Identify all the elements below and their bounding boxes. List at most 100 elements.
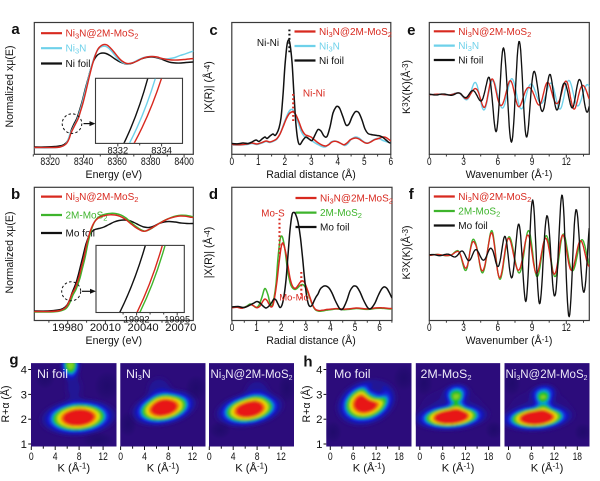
svg-text:12: 12 (550, 451, 559, 463)
svg-text:2: 2 (316, 414, 322, 426)
svg-text:8380: 8380 (141, 156, 161, 168)
svg-text:Ni foil: Ni foil (66, 59, 91, 70)
svg-text:K (Å-1): K (Å-1) (353, 462, 386, 475)
svg-text:5: 5 (353, 322, 358, 334)
svg-text:Ni3N@2M-MoS2: Ni3N@2M-MoS2 (320, 194, 393, 206)
svg-text:2M-MoS2: 2M-MoS2 (458, 207, 500, 219)
svg-text:6: 6 (496, 322, 501, 334)
svg-text:8400: 8400 (174, 156, 194, 168)
svg-text:19995: 19995 (164, 314, 190, 324)
svg-text:8360: 8360 (107, 156, 127, 168)
svg-text:Ni3N@2M-MoS2: Ni3N@2M-MoS2 (506, 367, 588, 382)
svg-text:8: 8 (255, 451, 260, 463)
svg-text:0: 0 (417, 451, 422, 463)
svg-text:2: 2 (279, 322, 284, 334)
svg-text:12: 12 (276, 451, 285, 463)
svg-text:6: 6 (496, 156, 501, 168)
svg-text:Ni3N: Ni3N (458, 41, 479, 53)
svg-text:2M-MoS2: 2M-MoS2 (320, 208, 362, 220)
svg-text:8: 8 (77, 451, 82, 463)
svg-text:4: 4 (316, 365, 322, 377)
svg-text:8340: 8340 (74, 156, 94, 168)
svg-text:K (Å-1): K (Å-1) (147, 462, 180, 475)
svg-text:Ni3N@2M-MoS2: Ni3N@2M-MoS2 (319, 27, 392, 39)
svg-text:f: f (409, 186, 415, 203)
svg-text:18: 18 (484, 451, 493, 463)
svg-text:h: h (303, 354, 312, 371)
svg-text:0: 0 (427, 322, 432, 334)
svg-text:Ni-Ni: Ni-Ni (257, 38, 279, 49)
svg-text:Energy (eV): Energy (eV) (86, 335, 143, 347)
svg-text:6: 6 (377, 322, 382, 334)
svg-text:12: 12 (562, 156, 571, 168)
svg-text:0: 0 (230, 156, 235, 168)
svg-text:4: 4 (142, 451, 147, 463)
svg-text:5: 5 (362, 156, 367, 168)
svg-text:8: 8 (166, 451, 171, 463)
svg-text:Energy (eV): Energy (eV) (86, 169, 143, 181)
svg-text:19992: 19992 (124, 314, 150, 324)
svg-text:Wavenumber (Å-1): Wavenumber (Å-1) (466, 334, 553, 347)
svg-text:6: 6 (529, 451, 534, 463)
svg-text:K (Å-1): K (Å-1) (57, 462, 90, 475)
svg-text:3: 3 (461, 322, 466, 334)
svg-text:K3X(K)(Å-3): K3X(K)(Å-3) (400, 226, 413, 280)
svg-text:Ni foil: Ni foil (37, 367, 68, 381)
svg-text:Ni3N: Ni3N (126, 367, 151, 382)
svg-text:Ni-Ni: Ni-Ni (303, 89, 325, 100)
svg-text:d: d (209, 186, 218, 203)
svg-text:4: 4 (231, 451, 236, 463)
svg-text:R+α (Å): R+α (Å) (0, 385, 12, 422)
svg-text:3: 3 (21, 389, 27, 401)
svg-text:8332: 8332 (107, 145, 128, 155)
svg-text:3: 3 (309, 156, 314, 168)
svg-text:Mo-S: Mo-S (261, 209, 285, 220)
svg-text:9: 9 (530, 322, 535, 334)
svg-text:6: 6 (440, 451, 445, 463)
svg-text:9: 9 (530, 156, 535, 168)
svg-text:0: 0 (506, 451, 511, 463)
svg-text:Ni3N@2M-MoS2: Ni3N@2M-MoS2 (211, 367, 293, 382)
svg-text:6: 6 (351, 451, 356, 463)
svg-text:12: 12 (562, 322, 571, 334)
svg-text:Mo foil: Mo foil (458, 221, 487, 232)
svg-text:K (Å-1): K (Å-1) (531, 462, 564, 475)
svg-text:6: 6 (389, 156, 394, 168)
svg-text:K (Å-1): K (Å-1) (235, 462, 268, 475)
svg-text:2: 2 (21, 414, 27, 426)
svg-text:|X(R)| (Å-4): |X(R)| (Å-4) (202, 227, 215, 278)
svg-text:19980: 19980 (52, 322, 83, 334)
svg-text:12: 12 (461, 451, 470, 463)
svg-text:3: 3 (316, 389, 322, 401)
svg-text:2M-MoS2: 2M-MoS2 (66, 211, 108, 223)
svg-text:K3X(K)(Å-3): K3X(K)(Å-3) (400, 60, 413, 114)
svg-text:20040: 20040 (128, 322, 159, 334)
svg-text:Mo foil: Mo foil (320, 223, 349, 234)
svg-text:Ni foil: Ni foil (319, 56, 344, 67)
svg-text:Wavenumber (Å-1): Wavenumber (Å-1) (466, 168, 553, 181)
svg-text:g: g (9, 352, 18, 369)
svg-text:Ni3N: Ni3N (66, 44, 87, 56)
svg-text:2M-MoS2: 2M-MoS2 (421, 367, 472, 382)
svg-text:Normalized xμ(E): Normalized xμ(E) (4, 45, 16, 127)
svg-text:0: 0 (118, 451, 123, 463)
svg-text:Radial distance (Å): Radial distance (Å) (266, 334, 356, 347)
svg-text:1: 1 (21, 439, 27, 451)
svg-text:Radial distance (Å): Radial distance (Å) (266, 168, 356, 181)
svg-text:Ni foil: Ni foil (458, 56, 483, 67)
svg-text:20070: 20070 (165, 322, 196, 334)
svg-text:e: e (407, 22, 415, 39)
svg-text:Ni3N@2M-MoS2: Ni3N@2M-MoS2 (458, 192, 531, 204)
svg-text:a: a (11, 21, 20, 38)
svg-text:0: 0 (207, 451, 212, 463)
svg-text:Normalized xμ(E): Normalized xμ(E) (4, 211, 16, 293)
svg-text:3: 3 (461, 156, 466, 168)
svg-text:Mo foil: Mo foil (66, 229, 95, 240)
svg-text:Ni3N@2M-MoS2: Ni3N@2M-MoS2 (66, 29, 139, 41)
svg-text:8334: 8334 (151, 145, 172, 155)
svg-text:Mo foil: Mo foil (334, 367, 371, 381)
svg-text:4: 4 (21, 365, 27, 377)
svg-text:1: 1 (256, 156, 261, 168)
svg-text:Ni3N: Ni3N (319, 42, 340, 54)
svg-text:0: 0 (230, 322, 235, 334)
